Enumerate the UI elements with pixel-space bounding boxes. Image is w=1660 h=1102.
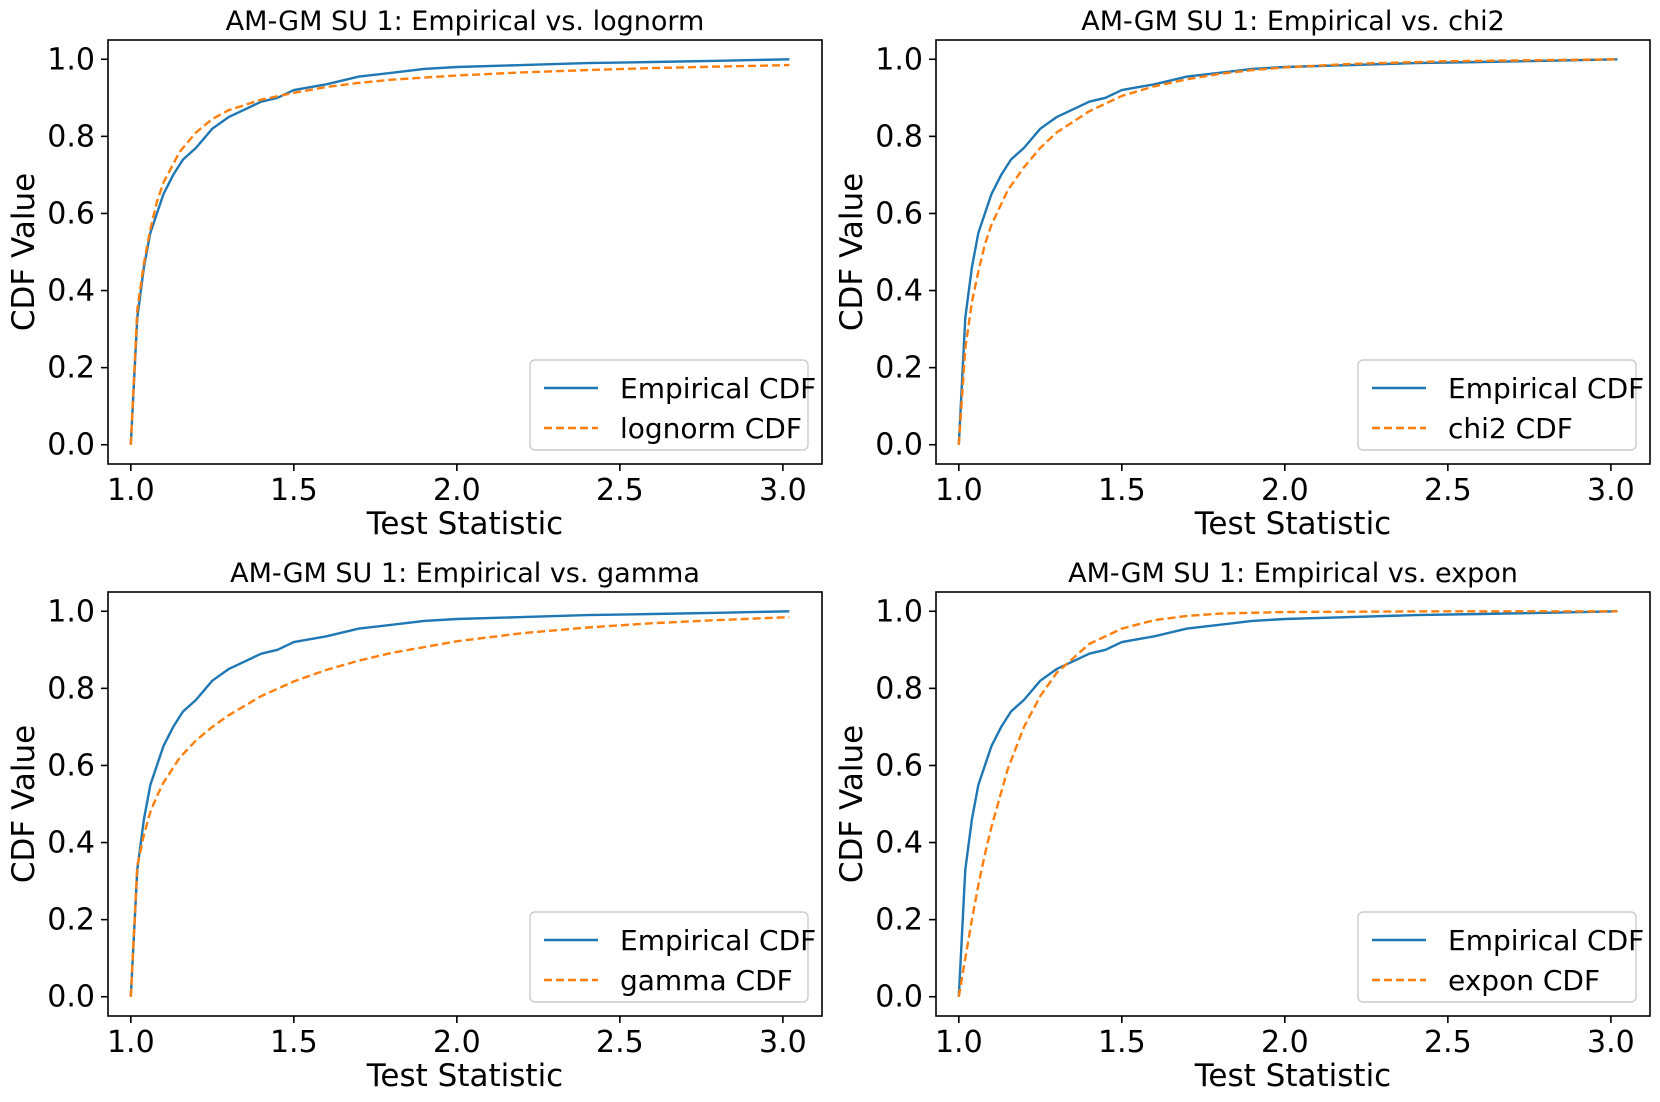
x-tick-label: 3.0	[759, 1025, 807, 1060]
legend-box	[1357, 911, 1637, 1003]
legend-label: Empirical CDF	[1448, 924, 1644, 957]
y-tick-label: 0.4	[47, 274, 95, 309]
legend: Empirical CDF gamma CDF	[529, 911, 816, 1003]
chart-title: AM-GM SU 1: Empirical vs. gamma	[230, 558, 700, 589]
y-tick-label: 1.0	[47, 42, 95, 77]
legend-label: Empirical CDF	[1448, 372, 1644, 405]
x-tick-label: 1.0	[107, 1025, 155, 1060]
legend-box	[1357, 359, 1637, 451]
y-tick-label: 0.0	[875, 428, 923, 463]
legend-label: lognorm CDF	[620, 412, 802, 445]
chart-panel-1: AM-GM SU 1: Empirical vs. lognorm 1.0 1.5 2…	[6, 6, 823, 542]
y-tick-label: 0.8	[47, 671, 95, 706]
x-tick-label: 2.5	[1424, 1025, 1472, 1060]
y-tick-label: 0.6	[875, 196, 923, 231]
y-tick-label: 0.2	[47, 351, 95, 386]
x-tick-label: 1.5	[270, 1025, 318, 1060]
y-tick-label: 0.4	[875, 274, 923, 309]
y-tick-label: 0.8	[875, 119, 923, 154]
chart-panel-4: AM-GM SU 1: Empirical vs. expon 1.0 1.5 2.0…	[834, 558, 1651, 1094]
x-axis-label: Test Statistic	[1194, 506, 1391, 542]
chart-panel-3: AM-GM SU 1: Empirical vs. gamma 1.0 1.5 2.0…	[6, 558, 823, 1094]
x-tick-label: 3.0	[1587, 473, 1635, 508]
x-tick-label: 1.0	[935, 1025, 983, 1060]
x-tick-label: 1.5	[270, 473, 318, 508]
fitted-cdf-line	[957, 610, 1618, 997]
chart-title: AM-GM SU 1: Empirical vs. lognorm	[226, 6, 705, 37]
x-tick-label: 1.0	[107, 473, 155, 508]
y-tick-label: 0.0	[47, 980, 95, 1015]
empirical-cdf-line	[129, 610, 790, 997]
legend-label: chi2 CDF	[1448, 412, 1573, 445]
axes-frame	[107, 39, 823, 465]
y-tick-label: 0.8	[875, 671, 923, 706]
y-axis-label: CDF Value	[6, 725, 42, 883]
x-tick-label: 2.0	[433, 1025, 481, 1060]
x-tick-label: 3.0	[1587, 1025, 1635, 1060]
y-tick-label: 0.6	[47, 748, 95, 783]
x-axis-label: Test Statistic	[366, 1058, 563, 1094]
y-tick-label: 1.0	[875, 594, 923, 629]
x-tick-label: 1.5	[1098, 1025, 1146, 1060]
x-axis-label: Test Statistic	[1194, 1058, 1391, 1094]
empirical-cdf-line	[957, 610, 1618, 997]
y-tick-label: 1.0	[47, 594, 95, 629]
x-tick-label: 2.0	[1261, 1025, 1309, 1060]
x-tick-label: 1.5	[1098, 473, 1146, 508]
axes-frame	[107, 591, 823, 1017]
y-axis-label: CDF Value	[834, 173, 870, 331]
y-tick-label: 0.4	[875, 826, 923, 861]
chart-panel-2: AM-GM SU 1: Empirical vs. chi2 1.0 1.5 2.0 2…	[834, 6, 1651, 542]
x-tick-label: 3.0	[759, 473, 807, 508]
chart-title: AM-GM SU 1: Empirical vs. chi2	[1081, 6, 1505, 37]
y-tick-label: 0.4	[47, 826, 95, 861]
x-tick-label: 2.5	[1424, 473, 1472, 508]
y-tick-label: 0.0	[47, 428, 95, 463]
axes-frame	[935, 39, 1651, 465]
legend-label: expon CDF	[1448, 964, 1600, 997]
x-tick-label: 2.5	[596, 1025, 644, 1060]
y-tick-label: 0.2	[47, 903, 95, 938]
legend-label: Empirical CDF	[620, 372, 816, 405]
chart-title: AM-GM SU 1: Empirical vs. expon	[1068, 558, 1518, 589]
y-axis-label: CDF Value	[834, 725, 870, 883]
x-tick-label: 2.5	[596, 473, 644, 508]
fitted-cdf-line	[129, 615, 790, 997]
y-axis-label: CDF Value	[6, 173, 42, 331]
legend-box	[529, 359, 809, 451]
fitted-cdf-line	[129, 63, 790, 445]
legend-box	[529, 911, 809, 1003]
y-tick-label: 0.6	[875, 748, 923, 783]
y-tick-label: 0.2	[875, 903, 923, 938]
legend-label: gamma CDF	[620, 964, 793, 997]
x-tick-label: 1.0	[935, 473, 983, 508]
empirical-cdf-line	[129, 58, 790, 445]
y-tick-label: 1.0	[875, 42, 923, 77]
y-tick-label: 0.0	[875, 980, 923, 1015]
x-axis-label: Test Statistic	[366, 506, 563, 542]
legend: Empirical CDF chi2 CDF	[1357, 359, 1644, 451]
y-tick-label: 0.2	[875, 351, 923, 386]
legend: Empirical CDF expon CDF	[1357, 911, 1644, 1003]
legend: Empirical CDF lognorm CDF	[529, 359, 816, 451]
x-tick-label: 2.0	[1261, 473, 1309, 508]
y-tick-label: 0.6	[47, 196, 95, 231]
legend-label: Empirical CDF	[620, 924, 816, 957]
y-tick-label: 0.8	[47, 119, 95, 154]
axes-frame	[935, 591, 1651, 1017]
x-tick-label: 2.0	[433, 473, 481, 508]
